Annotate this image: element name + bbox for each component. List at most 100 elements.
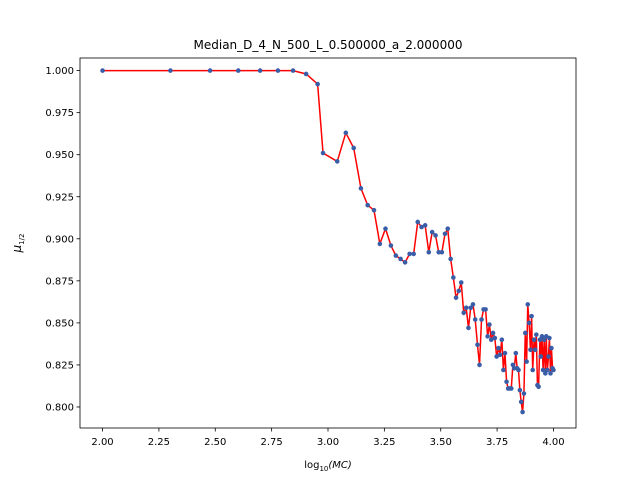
x-axis-label: log10(MC) bbox=[304, 460, 352, 473]
data-point bbox=[407, 251, 412, 257]
data-point bbox=[536, 384, 541, 390]
data-point bbox=[528, 347, 533, 353]
data-point bbox=[315, 81, 320, 87]
data-point bbox=[453, 295, 459, 300]
data-point bbox=[436, 249, 442, 255]
data-point bbox=[520, 409, 525, 415]
x-axis: 2.00 2.25 2.50 2.75 3.00 3.25 3.50 3.75 4.00 bbox=[91, 428, 565, 448]
data-point bbox=[235, 68, 241, 73]
plot-area bbox=[100, 68, 556, 415]
data-point bbox=[546, 354, 551, 359]
data-point bbox=[497, 352, 503, 358]
data-point bbox=[377, 241, 383, 247]
x-axis-label-main: log bbox=[304, 460, 319, 471]
data-point bbox=[538, 354, 544, 359]
data-point bbox=[490, 330, 496, 336]
data-point bbox=[388, 243, 394, 248]
data-point bbox=[207, 68, 213, 73]
data-point bbox=[488, 337, 494, 343]
data-point bbox=[502, 350, 508, 356]
data-point bbox=[257, 68, 263, 73]
data-point bbox=[470, 302, 476, 307]
x-tick-label: 2.25 bbox=[148, 437, 170, 448]
x-tick-label: 3.75 bbox=[486, 437, 508, 448]
data-point bbox=[351, 145, 357, 151]
data-point bbox=[415, 219, 421, 225]
data-point bbox=[485, 334, 490, 339]
data-point bbox=[492, 335, 498, 341]
data-point bbox=[461, 310, 467, 316]
data-point bbox=[472, 317, 478, 322]
data-point bbox=[483, 307, 488, 312]
data-point bbox=[487, 322, 492, 327]
data-point bbox=[393, 253, 399, 258]
data-point bbox=[411, 251, 416, 257]
data-point bbox=[496, 345, 501, 351]
x-axis-label-arg: (MC) bbox=[328, 460, 351, 471]
data-point bbox=[499, 337, 505, 343]
data-point bbox=[522, 330, 528, 336]
data-point bbox=[547, 335, 552, 341]
data-point bbox=[521, 391, 527, 396]
data-point bbox=[466, 325, 471, 331]
data-point bbox=[516, 367, 521, 373]
data-point bbox=[468, 305, 474, 311]
y-tick-label: 0.925 bbox=[45, 192, 74, 203]
x-tick-label: 3.50 bbox=[430, 437, 452, 448]
data-point bbox=[517, 387, 523, 393]
y-tick-label: 0.850 bbox=[45, 318, 74, 329]
data-point bbox=[426, 249, 432, 255]
data-point bbox=[524, 359, 529, 364]
data-point bbox=[343, 130, 349, 136]
data-point bbox=[458, 280, 464, 285]
data-point bbox=[456, 288, 462, 294]
data-point bbox=[448, 256, 453, 262]
data-point bbox=[419, 224, 424, 230]
data-point bbox=[551, 367, 556, 373]
x-tick-label: 3.25 bbox=[373, 437, 395, 448]
plot-frame bbox=[79, 57, 577, 429]
x-tick-label: 2.75 bbox=[261, 437, 283, 448]
data-point bbox=[543, 371, 548, 376]
data-point bbox=[358, 186, 364, 191]
y-tick-label: 0.900 bbox=[45, 234, 74, 245]
chart-title: Median_D_4_N_500_L_0.500000_a_2.000000 bbox=[194, 38, 463, 52]
y-axis-label-main: μ bbox=[10, 244, 24, 253]
series-line bbox=[102, 69, 555, 413]
y-axis-label: μ1/2 bbox=[10, 234, 26, 254]
data-point bbox=[537, 337, 543, 343]
data-point bbox=[530, 367, 536, 373]
data-point bbox=[168, 68, 173, 73]
x-tick-label: 2.00 bbox=[91, 437, 113, 448]
data-point bbox=[383, 226, 388, 231]
data-point bbox=[541, 337, 547, 343]
data-point bbox=[534, 332, 539, 337]
data-point bbox=[320, 150, 326, 156]
data-point bbox=[525, 302, 531, 307]
y-tick-label: 0.875 bbox=[45, 276, 74, 287]
data-point bbox=[532, 347, 538, 353]
y-tick-label: 1.000 bbox=[45, 66, 74, 77]
data-point bbox=[531, 337, 537, 343]
y-tick-label: 0.800 bbox=[45, 402, 74, 413]
data-point bbox=[548, 371, 553, 376]
data-point bbox=[545, 367, 550, 373]
data-point bbox=[475, 342, 480, 348]
y-axis-label-sub: 1/2 bbox=[18, 234, 26, 245]
x-tick-label: 4.00 bbox=[542, 437, 564, 448]
y-tick-label: 0.950 bbox=[45, 150, 74, 161]
data-point bbox=[439, 249, 445, 255]
data-point bbox=[451, 275, 456, 280]
x-tick-label: 3.00 bbox=[317, 437, 339, 448]
data-point bbox=[518, 399, 524, 405]
data-point bbox=[508, 386, 514, 391]
data-point bbox=[371, 207, 377, 213]
y-tick-label: 0.825 bbox=[45, 360, 74, 371]
y-tick-label: 0.975 bbox=[45, 108, 74, 119]
data-point bbox=[429, 229, 435, 235]
x-tick-label: 2.50 bbox=[204, 437, 226, 448]
data-point bbox=[477, 362, 482, 368]
data-point bbox=[526, 320, 532, 326]
data-point bbox=[549, 345, 554, 351]
